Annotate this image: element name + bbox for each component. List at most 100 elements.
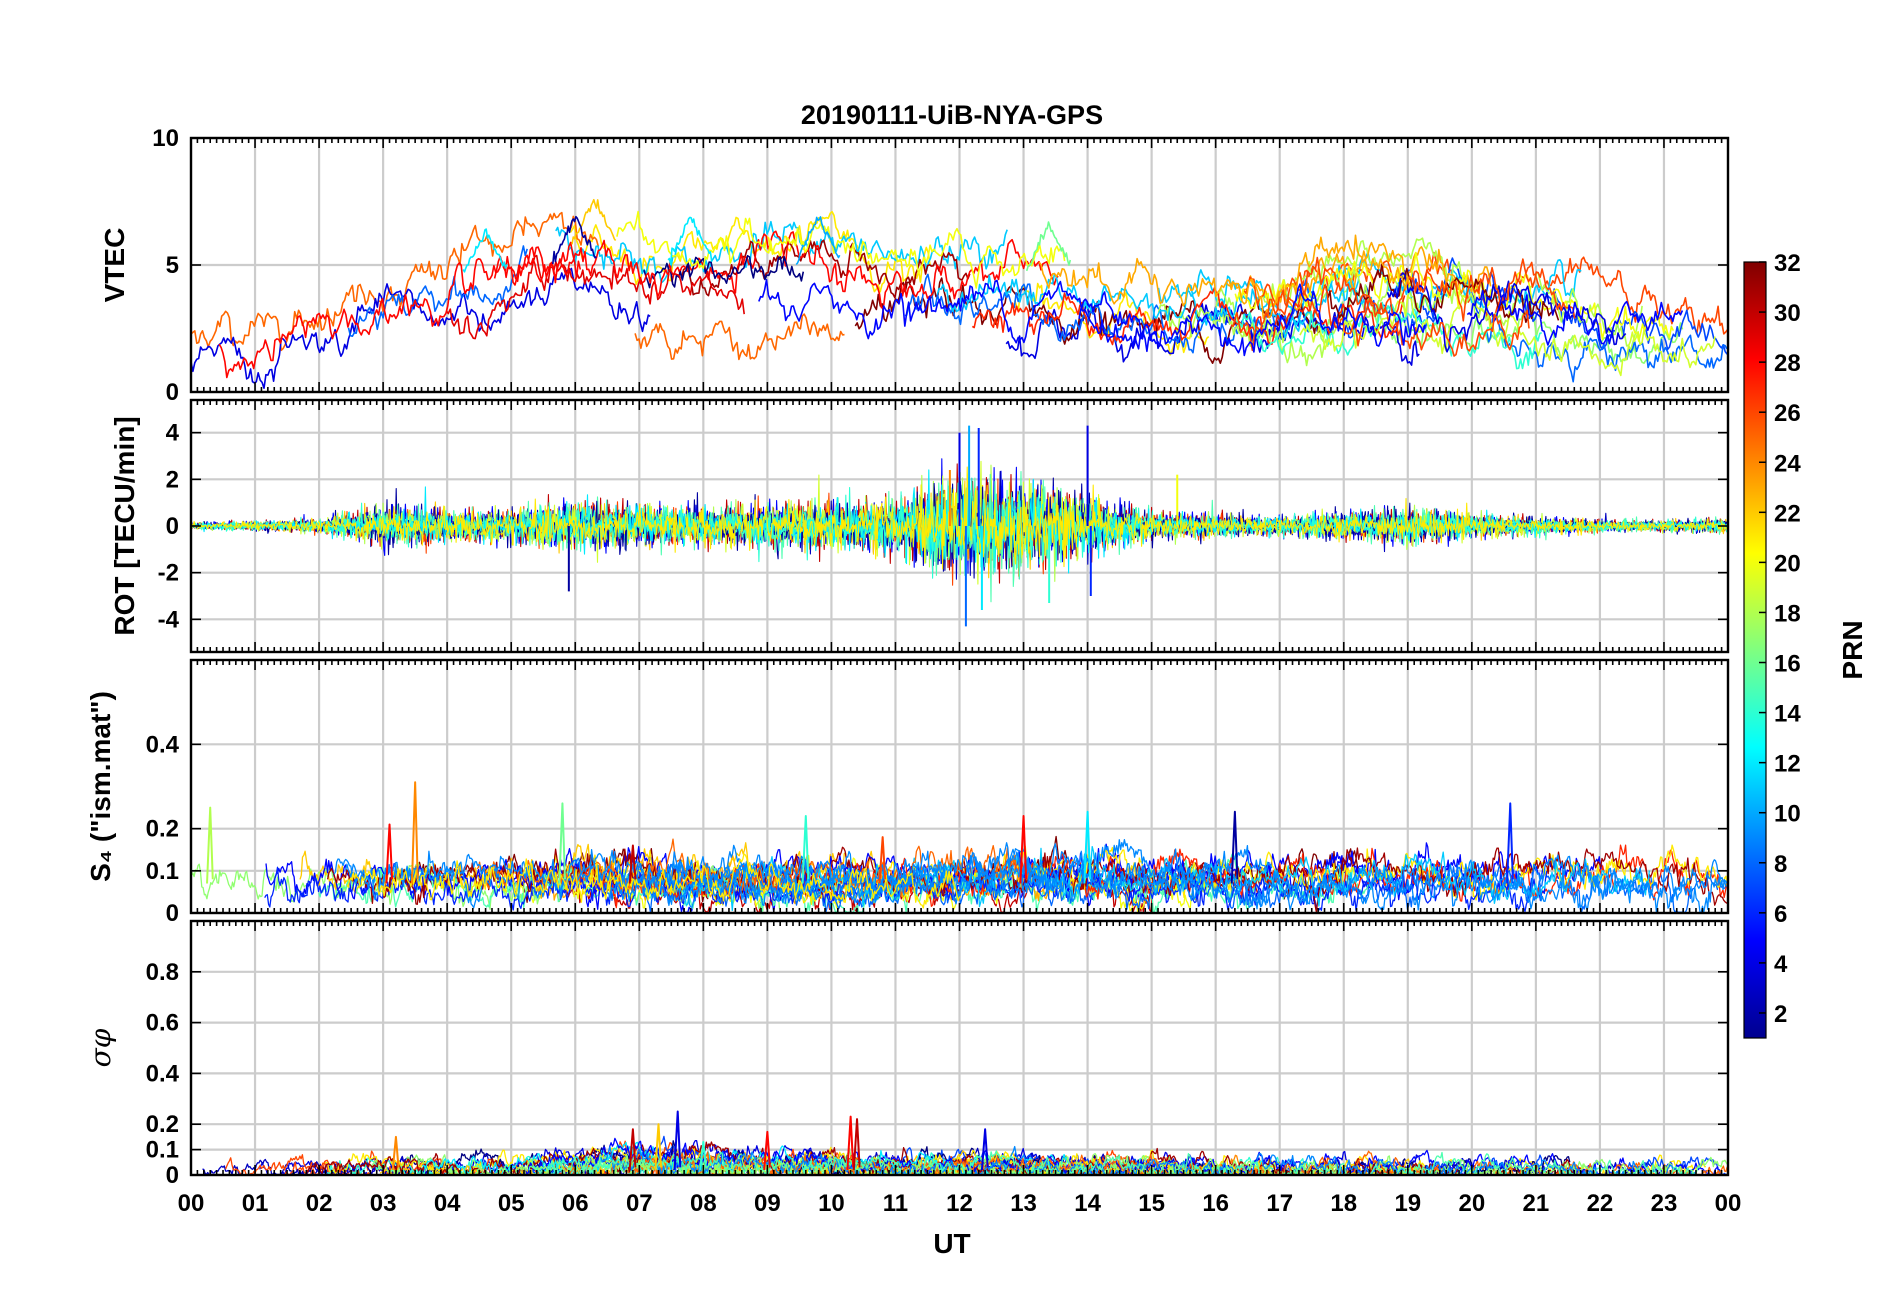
panel-1: 0 5 10 VTEC — [99, 125, 1730, 406]
spike-6 — [1019, 815, 1028, 884]
y-tick-label: 0.2 — [146, 816, 179, 843]
vtec-series-prn-8 — [347, 245, 528, 338]
vtec-series-prn-28 — [667, 230, 1059, 309]
vtec-peak-5 — [462, 228, 508, 273]
vtec-peak-1 — [571, 198, 617, 245]
vtec-series-prn-5 — [758, 278, 1158, 353]
vtec-series-prn-25 — [634, 313, 845, 361]
vtec-series-prn-4 — [1386, 272, 1627, 353]
vtec-series-prn-8 — [904, 273, 1315, 354]
spike-5 — [801, 815, 810, 884]
colorbar-tick-label: 8 — [1774, 851, 1787, 878]
y-axis-label: S₄ ("ism.mat") — [85, 691, 116, 882]
x-tick-label: 07 — [626, 1190, 653, 1217]
y-tick-label: 10 — [152, 125, 179, 152]
x-tick-label: 11 — [883, 1190, 908, 1217]
colorbar-tick-label: 2 — [1774, 1001, 1787, 1028]
panel-x-ticks — [190, 138, 1729, 392]
vtec-series-prn-4 — [1005, 302, 1420, 366]
x-tick-label: 02 — [306, 1190, 333, 1217]
y-tick-label: 0 — [166, 900, 179, 927]
x-tick-label: 15 — [1138, 1190, 1165, 1217]
spike-2 — [628, 1128, 637, 1170]
colorbar-label: PRN — [1837, 620, 1868, 679]
vtec-series-prn-29 — [445, 254, 745, 340]
vtec-series-prn-5 — [1078, 283, 1426, 357]
x-tick-label: 17 — [1266, 1190, 1293, 1217]
x-tick-label: 01 — [242, 1190, 269, 1217]
y-tick-label: -2 — [158, 560, 179, 587]
panel-data — [202, 1110, 1728, 1175]
x-tick-label: 13 — [1010, 1190, 1037, 1217]
colorbar-tick-label: 14 — [1774, 701, 1801, 728]
x-tick-label: 21 — [1523, 1190, 1550, 1217]
spike-7 — [852, 1118, 861, 1170]
x-tick-label: 04 — [434, 1190, 461, 1217]
y-axis-label: σφ — [84, 1028, 117, 1067]
y-tick-label: 4 — [166, 420, 180, 447]
spike-1 — [391, 1135, 400, 1171]
colorbar-tick-label: 20 — [1774, 550, 1801, 577]
panel-data — [191, 425, 1728, 627]
spike-1 — [206, 806, 214, 884]
colorbar-tick-label: 12 — [1774, 751, 1801, 778]
y-tick-label: 0.1 — [146, 1137, 179, 1164]
y-tick-label: 0.4 — [146, 1060, 180, 1087]
y-tick-label: 5 — [166, 252, 179, 279]
colorbar-gradient — [1743, 261, 1767, 1039]
vtec-series-prn-20 — [1234, 251, 1675, 343]
spike-4 — [558, 802, 567, 884]
vtec-series-prn-26 — [1243, 256, 1576, 322]
x-tick-label: 12 — [946, 1190, 973, 1217]
vtec-series-prn-11 — [936, 272, 1373, 339]
vtec-series-prn-26 — [1230, 284, 1530, 357]
panel-data — [191, 781, 1728, 913]
panel-x-ticks — [190, 921, 1729, 1175]
x-tick-label: 10 — [818, 1190, 845, 1217]
spike-9 — [1506, 802, 1514, 884]
vtec-peak-6 — [1025, 221, 1072, 272]
x-tick-label: 00 — [1715, 1190, 1742, 1217]
vtec-series-prn-23 — [1226, 234, 1411, 320]
spike-6 — [846, 1115, 855, 1170]
spike-8 — [1230, 810, 1239, 884]
panel-4: 00.10.2 0.4 0.6 0.8 σφ — [84, 919, 1730, 1189]
series-prn-15 — [528, 1150, 1702, 1175]
colorbar-tick-label: 30 — [1774, 300, 1801, 327]
y-tick-label: 0 — [166, 513, 179, 540]
spike-7 — [1083, 810, 1092, 884]
vtec-peak-4 — [795, 216, 841, 266]
y-tick-label: 0.4 — [146, 731, 180, 758]
x-tick-label: 08 — [690, 1190, 717, 1217]
vtec-series-prn-20 — [616, 210, 1066, 289]
x-tick-label: 05 — [498, 1190, 525, 1217]
panel-2: -4 -2 0 2 4 ROT [TECU/min] — [109, 398, 1730, 654]
colorbar-tick-label: 32 — [1774, 250, 1801, 277]
x-tick-label: 22 — [1587, 1190, 1614, 1217]
x-tick-label: 23 — [1651, 1190, 1678, 1217]
colorbar-tick-label: 16 — [1774, 651, 1801, 678]
colorbar-tick-label: 18 — [1774, 600, 1801, 627]
chart-title: 20190111-UiB-NYA-GPS — [801, 100, 1103, 130]
spike-11 — [878, 836, 887, 884]
x-tick-label: 14 — [1074, 1190, 1101, 1217]
vtec-series-prn-4 — [191, 267, 651, 390]
y-axis-label: ROT [TECU/min] — [109, 416, 140, 635]
vtec-series-prn-18 — [1210, 268, 1643, 352]
x-axis-label: UT — [933, 1228, 970, 1259]
x-tick-label: 03 — [370, 1190, 397, 1217]
vtec-series-prn-8 — [1485, 315, 1728, 383]
spike-10 — [628, 844, 637, 884]
colorbar-tick-label: 4 — [1774, 951, 1788, 978]
colorbar-tick-label: 6 — [1774, 901, 1787, 928]
x-tick-label: 19 — [1394, 1190, 1421, 1217]
x-tick-label: 00 — [178, 1190, 205, 1217]
colorbar-tick-label: 10 — [1774, 801, 1801, 828]
vtec-peak-2 — [552, 215, 597, 265]
y-tick-label: 2 — [166, 466, 179, 493]
colorbar-tick-label: 24 — [1774, 450, 1801, 477]
y-tick-label: 0.1 — [146, 858, 179, 885]
